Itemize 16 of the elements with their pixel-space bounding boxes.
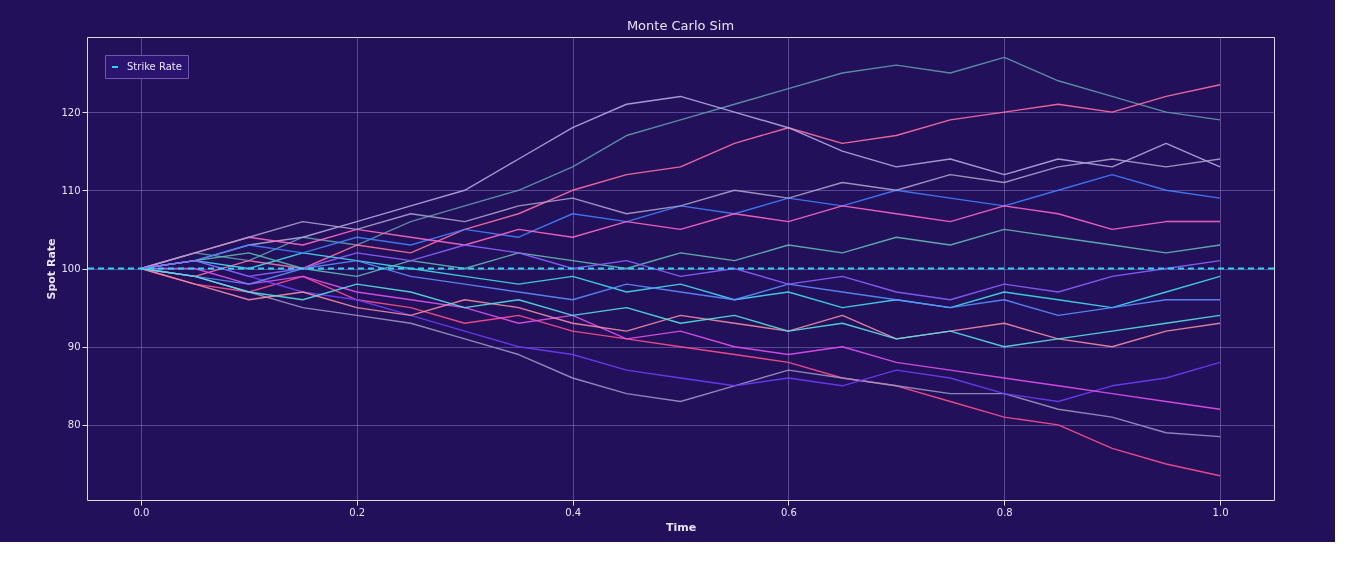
y-axis-title: Spot Rate <box>45 238 59 300</box>
y-tick-label: 90 <box>67 341 81 353</box>
y-tick-label: 80 <box>67 419 81 431</box>
x-axis-title: Time <box>665 520 697 534</box>
y-tick-label: 110 <box>61 184 81 196</box>
x-tick-label: 0.0 <box>133 506 150 518</box>
y-tick-label: 100 <box>61 263 81 274</box>
x-tick-label: 0.6 <box>780 506 797 518</box>
x-tick-label: 0.8 <box>996 506 1013 518</box>
x-tick-label: 0.2 <box>349 506 366 518</box>
line-series <box>140 244 1221 301</box>
chart-title: Monte Carlo Sim <box>626 18 735 33</box>
legend-label: Strike Rate <box>127 61 182 72</box>
x-tick-label: 1.0 <box>1212 506 1229 518</box>
x-tick-label: 0.4 <box>565 506 582 518</box>
y-tick-label: 120 <box>61 106 81 118</box>
